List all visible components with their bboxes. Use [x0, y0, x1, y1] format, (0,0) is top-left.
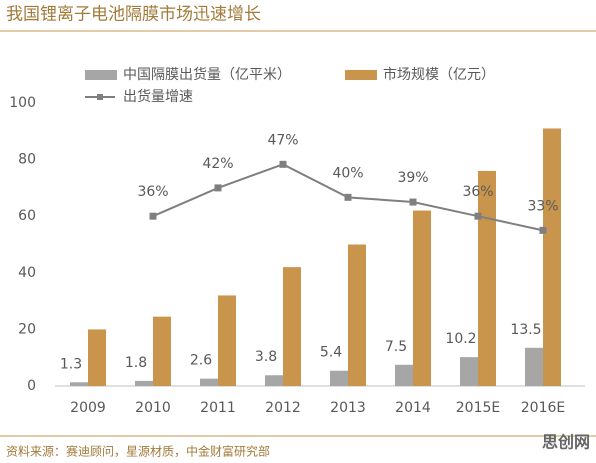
- bar: [543, 128, 561, 386]
- data-label: 1.3: [60, 356, 82, 372]
- x-tick-label: 2010: [135, 400, 171, 416]
- data-label: 47%: [267, 132, 298, 148]
- bar: [200, 378, 218, 386]
- y-tick-label: 40: [18, 265, 36, 281]
- data-label: 36%: [462, 184, 493, 200]
- bar: [135, 380, 153, 386]
- legend-marker: [97, 94, 103, 100]
- y-tick-label: 60: [18, 208, 36, 224]
- data-label: 39%: [397, 170, 428, 186]
- bar: [413, 210, 431, 386]
- y-tick-label: 80: [18, 152, 36, 168]
- data-label: 2.6: [190, 353, 212, 369]
- bar: [460, 357, 478, 386]
- y-tick-label: 100: [9, 95, 36, 111]
- watermark: 思创网: [542, 433, 590, 452]
- x-tick-label: 2014: [395, 400, 431, 416]
- data-label: 3.8: [255, 349, 277, 365]
- data-label: 33%: [527, 198, 558, 214]
- line-marker: [149, 212, 157, 220]
- x-tick-label: 2013: [330, 400, 366, 416]
- legend-label: 中国隔膜出货量（亿平米）: [123, 66, 291, 83]
- x-tick-label: 2016E: [521, 400, 565, 416]
- data-label: 7.5: [385, 339, 407, 355]
- line-marker: [409, 198, 417, 206]
- line-marker: [344, 193, 352, 201]
- line-marker: [279, 160, 287, 168]
- bar: [218, 295, 236, 386]
- data-label: 1.8: [125, 355, 147, 371]
- source: 资料来源：赛迪顾问，星源材质，中金财富研究部: [6, 444, 270, 459]
- legend-label: 出货量增速: [123, 88, 193, 105]
- data-label: 42%: [202, 156, 233, 172]
- data-label: 36%: [137, 184, 168, 200]
- legend-swatch: [345, 70, 377, 80]
- line-marker: [214, 184, 222, 192]
- bar: [88, 329, 106, 386]
- bar: [395, 364, 413, 386]
- line-marker: [474, 212, 482, 220]
- data-label: 5.4: [320, 345, 342, 361]
- x-tick-label: 2009: [70, 400, 106, 416]
- y-tick-label: 20: [18, 321, 36, 337]
- x-tick-label: 2012: [265, 400, 301, 416]
- data-label: 13.5: [510, 322, 541, 338]
- bar: [70, 382, 88, 386]
- bar: [348, 244, 366, 386]
- bar: [153, 316, 171, 386]
- x-tick-label: 2015E: [456, 400, 500, 416]
- chart-title: 我国锂离子电池隔膜市场迅速增长: [6, 5, 261, 25]
- data-label: 40%: [332, 165, 363, 181]
- bar: [330, 370, 348, 386]
- bar: [265, 375, 283, 386]
- data-label: 10.2: [445, 331, 476, 347]
- legend-label: 市场规模（亿元）: [383, 66, 495, 83]
- line-marker: [539, 226, 547, 234]
- x-tick-label: 2011: [200, 400, 236, 416]
- bar: [283, 267, 301, 386]
- y-tick-label: 0: [27, 378, 36, 394]
- bar: [478, 170, 496, 386]
- bar: [525, 347, 543, 386]
- legend-swatch: [85, 70, 117, 80]
